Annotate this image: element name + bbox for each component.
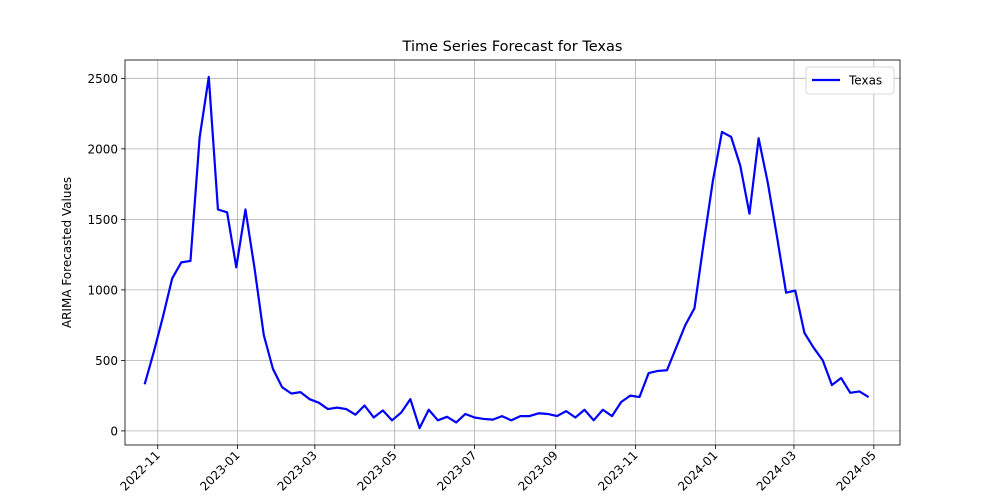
x-tick-label: 2023-09 (515, 448, 560, 493)
y-tick-label: 0 (110, 424, 118, 438)
chart-title: Time Series Forecast for Texas (402, 39, 623, 55)
legend-box (805, 66, 895, 95)
legend-label-texas: Texas (848, 74, 882, 88)
grid-layer (125, 60, 900, 445)
x-tick-label: 2023-03 (275, 448, 320, 493)
x-tick-label: 2023-05 (354, 448, 399, 493)
y-tick-label: 2500 (87, 72, 118, 86)
legend: Texas (805, 66, 895, 95)
x-tick-label: 2022-11 (117, 448, 162, 493)
x-tick-label: 2024-03 (754, 448, 799, 493)
plot-frame (124, 59, 901, 446)
series-line-texas (143, 75, 870, 430)
ticks-layer: 0 500 1000 1500 2000 2500 2022-11 2023-01 2023-0… (87, 72, 878, 494)
x-tick-label: 2024-05 (834, 448, 879, 493)
y-tick-label: 2000 (87, 142, 118, 156)
x-tick-label: 2024-01 (675, 448, 720, 493)
x-tick-label: 2023-11 (595, 448, 640, 493)
x-tick-label: 2023-07 (434, 448, 479, 493)
y-tick-label: 1000 (87, 283, 118, 297)
x-tick-label: 2023-01 (197, 448, 242, 493)
y-tick-label: 1500 (87, 213, 118, 227)
y-tick-label: 500 (95, 354, 118, 368)
y-axis-label: ARIMA Forecasted Values (60, 177, 74, 328)
